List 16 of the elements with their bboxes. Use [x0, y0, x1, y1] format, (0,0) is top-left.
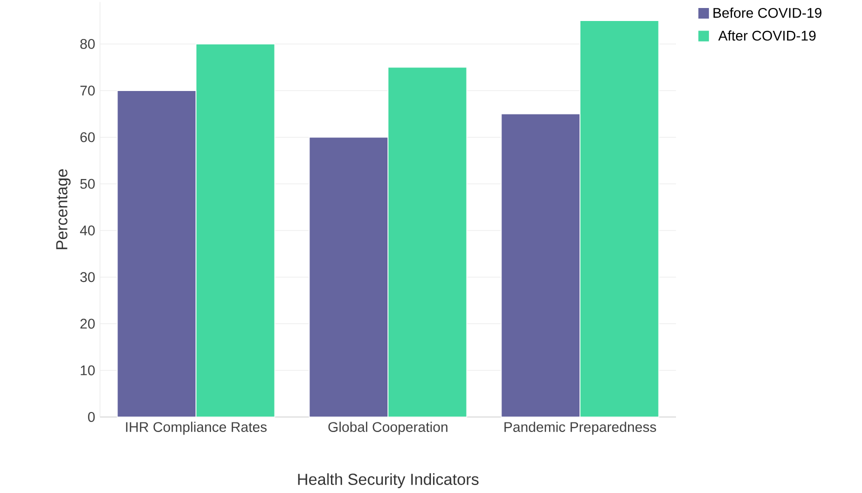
- x-tick-label: Global Cooperation: [328, 422, 448, 435]
- legend-label: After COVID-19: [718, 30, 816, 41]
- y-tick-label: 20: [80, 318, 95, 329]
- x-tick-label: Pandemic Preparedness: [504, 422, 656, 435]
- y-tick-label: 60: [80, 132, 95, 142]
- y-tick-label: 80: [80, 39, 95, 50]
- y-tick-label: 30: [80, 272, 95, 282]
- y-tick-label: 70: [80, 86, 95, 96]
- y-axis-title: Percentage: [56, 170, 71, 250]
- y-tick-label: 40: [80, 226, 95, 236]
- x-tick-label: IHR Compliance Rates: [126, 422, 267, 435]
- y-tick-label: 50: [80, 179, 95, 190]
- y-tick-label: 0: [88, 412, 95, 422]
- x-axis-title: Health Security Indicators: [298, 473, 479, 488]
- y-tick-label: 10: [80, 366, 95, 376]
- legend-label: Before COVID-19: [714, 8, 822, 18]
